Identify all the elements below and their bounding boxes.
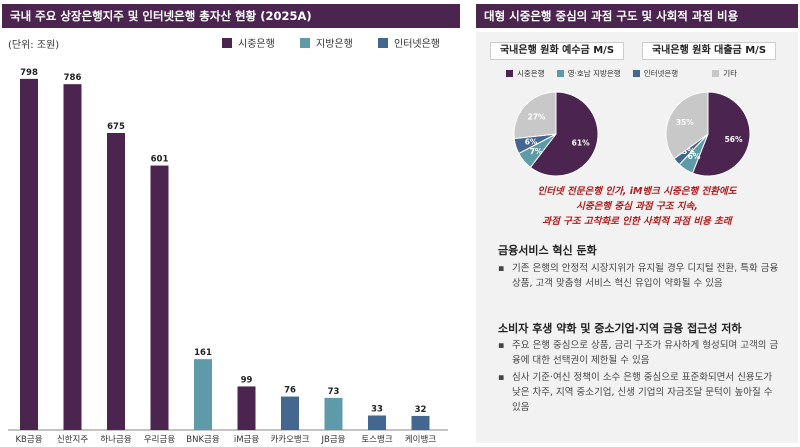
category-label: 케이뱅크 <box>405 434 436 445</box>
legend-swatch <box>506 70 513 77</box>
callout-line: 과점 구조 고착화로 인한 사회적 과점 비용 초래 <box>542 216 732 227</box>
pie-legend-item: 시중은행 <box>506 68 545 79</box>
category-label: 카카오뱅크 <box>270 434 309 445</box>
pie-legend-item: 기타 <box>712 68 737 79</box>
callout: 인터넷 전문은행 인가, iM뱅크 시중은행 전환에도 시중은행 중심 과점 구… <box>476 184 798 229</box>
bar <box>63 84 82 430</box>
legend-item-commercial: 시중은행 <box>222 35 275 50</box>
category-label: iM금융 <box>234 435 260 445</box>
category-label: BNK금융 <box>186 435 220 445</box>
pie-slice-label: 3% <box>682 147 695 156</box>
legend-item-internet: 인터넷은행 <box>378 35 440 50</box>
legend-swatch <box>300 37 310 48</box>
bar <box>281 396 299 430</box>
legend-label: 시중은행 <box>238 39 275 50</box>
section-title: 금융서비스 혁신 둔화 <box>498 244 597 257</box>
category-label: 토스뱅크 <box>361 434 392 445</box>
bar-value-label: 161 <box>194 348 212 358</box>
callout-line: 시중은행 중심 과점 구조 지속, <box>576 201 698 212</box>
bar-value-label: 32 <box>415 405 427 415</box>
pie-slice <box>513 91 557 140</box>
pie-legend: 시중은행 영·호남 지방은행 인터넷은행 기타 <box>506 68 749 79</box>
pie-slice-label: 27% <box>528 113 546 122</box>
legend-swatch <box>712 70 720 77</box>
bar-chart: 798 KB금융 786 신한지주 675 하나금융 601 우리금융 161 BNK금융 99 iM… <box>8 68 448 445</box>
bar-value-label: 73 <box>328 387 340 397</box>
category-label: 하나금융 <box>100 434 131 445</box>
bar <box>368 415 386 430</box>
right-panel-title: 대형 시중은행 중심의 과점 구도 및 사회적 과점 비용 <box>476 4 798 28</box>
chart-title: 국내 주요 상장은행지주 및 인터넷은행 총자산 현황 (2025A) <box>2 4 460 28</box>
bar <box>107 133 125 430</box>
category-label: JB금융 <box>321 435 346 445</box>
bar-value-label: 601 <box>151 155 169 165</box>
bar <box>20 78 38 430</box>
bar-value-label: 76 <box>284 386 296 396</box>
pie-slice <box>529 91 599 177</box>
bullet-marker: ▪ <box>498 263 505 274</box>
section-title: 소비자 후생 약화 및 중소기업·지역 금융 접근성 저하 <box>498 322 742 335</box>
bar <box>411 415 430 430</box>
bullet-item: ▪ 심사 기준·여신 정책이 소수 은행 중심으로 표준화되면서 신용도가 낮은… <box>498 370 782 415</box>
pie-legend-label: 기타 <box>723 69 737 78</box>
bar-value-label: 675 <box>107 122 125 132</box>
bullet-item: ▪ 주요 은행 중심으로 상품, 금리 구조가 유사하게 형성되며 고객의 금융… <box>498 338 782 368</box>
pie-legend-item: 영·호남 지방은행 <box>556 68 621 79</box>
bullet-text: 심사 기준·여신 정책이 소수 은행 중심으로 표준화되면서 신용도가 낮은 차… <box>512 372 773 413</box>
legend-swatch <box>222 37 232 48</box>
bullet-marker: ▪ <box>498 372 505 383</box>
pie-charts: 61%7%6%27%56%6%3%35% <box>513 91 751 177</box>
pie-title-loans: 국내은행 원화 대출금 M/S <box>642 42 776 60</box>
pie-slice <box>691 91 751 177</box>
bar <box>324 397 343 430</box>
bar <box>150 165 169 430</box>
pie-slice <box>665 91 709 160</box>
callout-line: 인터넷 전문은행 인가, iM뱅크 시중은행 전환에도 <box>537 186 737 197</box>
pie-title-deposits: 국내은행 원화 예수금 M/S <box>490 42 624 60</box>
unit-label: (단위: 조원) <box>8 40 60 51</box>
bar-value-label: 33 <box>371 404 383 414</box>
pie-slice-label: 6% <box>688 152 701 161</box>
category-label: 우리금융 <box>144 435 175 445</box>
pie-legend-label: 시중은행 <box>517 69 545 78</box>
bar-value-label: 99 <box>241 375 253 385</box>
legend-swatch <box>556 70 564 77</box>
pie-slice-label: 6% <box>525 138 538 147</box>
pie-slice-label: 56% <box>725 135 743 144</box>
pie-slice-label: 7% <box>530 147 543 156</box>
legend-swatch <box>378 37 388 48</box>
bullet-item: ▪ 기존 은행의 안정적 시장지위가 유지될 경우 디지털 전환, 특화 금융상… <box>498 261 782 291</box>
legend-swatch <box>632 70 640 77</box>
category-label: KB금융 <box>15 435 42 445</box>
pie-legend-label: 인터넷은행 <box>643 69 679 78</box>
pie-legend-label: 영·호남 지방은행 <box>567 69 621 78</box>
bullet-marker: ▪ <box>498 340 505 351</box>
legend-item-regional: 지방은행 <box>300 35 353 50</box>
bar-value-label: 798 <box>20 68 38 78</box>
bar <box>237 386 256 430</box>
pie-slice-label: 61% <box>572 138 590 147</box>
pie-legend-item: 인터넷은행 <box>632 68 679 79</box>
legend-label: 인터넷은행 <box>394 39 440 50</box>
bar <box>194 359 212 430</box>
pie-slice-label: 35% <box>676 118 694 127</box>
bar-value-label: 786 <box>64 73 82 83</box>
right-panel: 국내은행 원화 예수금 M/S 국내은행 원화 대출금 M/S 시중은행 영·호… <box>476 32 798 443</box>
bullet-text: 기존 은행의 안정적 시장지위가 유지될 경우 디지털 전환, 특화 금융상품,… <box>512 263 779 289</box>
bullet-text: 주요 은행 중심으로 상품, 금리 구조가 유사하게 형성되며 고객의 금융에 … <box>512 340 779 366</box>
legend-label: 지방은행 <box>316 39 353 50</box>
category-label: 신한지주 <box>57 435 88 445</box>
